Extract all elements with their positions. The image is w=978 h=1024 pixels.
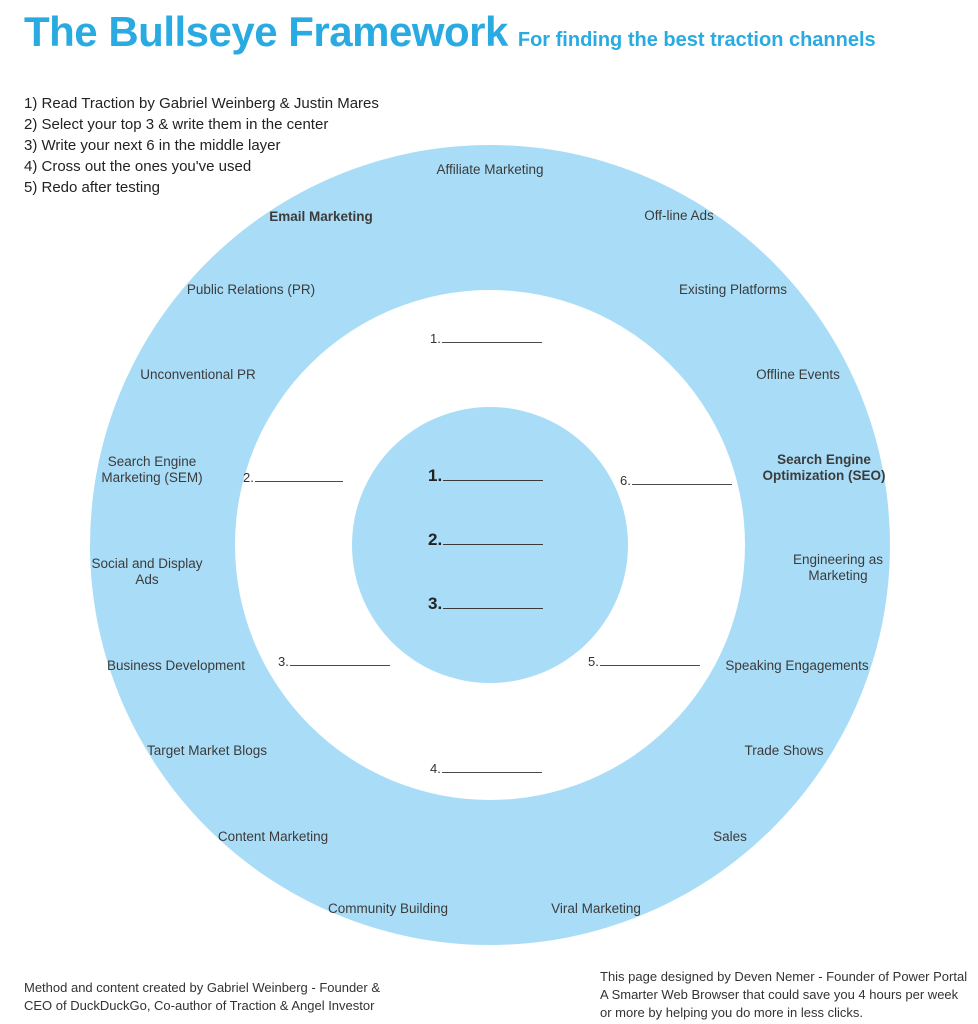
blank-number: 3. <box>278 654 289 669</box>
channel-offline-events: Offline Events <box>756 367 840 382</box>
blank-line <box>443 532 544 545</box>
ring-blank-5: 5. <box>588 654 700 669</box>
instructions-list: 1) Read Traction by Gabriel Weinberg & J… <box>24 93 379 198</box>
instruction-item-2: 2) Select your top 3 & write them in the… <box>24 116 329 133</box>
blank-number: 2. <box>243 470 254 485</box>
page-header: The Bullseye Framework For finding the b… <box>24 8 876 56</box>
channel-engineering-as-marketing: Engineering as Marketing <box>792 552 884 583</box>
credit-page-designer: This page designed by Deven Nemer - Foun… <box>600 969 968 1020</box>
center-blank-2: 2. <box>428 530 544 550</box>
channel-target-market-blogs: Target Market Blogs <box>146 743 268 758</box>
blank-number: 3. <box>428 594 443 613</box>
channel-existing-platforms: Existing Platforms <box>678 282 788 297</box>
center-blank-3: 3. <box>428 594 544 614</box>
channel-public-relations: Public Relations (PR) <box>186 282 316 297</box>
blank-line <box>289 654 390 666</box>
center-blank-1: 1. <box>428 466 544 486</box>
channel-trade-shows: Trade Shows <box>744 743 824 758</box>
channel-community-building: Community Building <box>327 901 449 916</box>
blank-line <box>441 331 542 343</box>
channel-sales: Sales <box>713 829 747 844</box>
ring-blank-1: 1. <box>430 331 542 346</box>
page-subtitle: For finding the best traction channels <box>517 29 876 51</box>
blank-number: 4. <box>430 761 441 776</box>
blank-number: 6. <box>620 473 631 488</box>
blank-line <box>254 470 343 482</box>
blank-number: 5. <box>588 654 599 669</box>
instruction-item-3: 3) Write your next 6 in the middle layer <box>24 137 281 154</box>
channel-email-marketing: Email Marketing <box>269 209 373 224</box>
channel-seo: Search Engine Optimization (SEO) <box>762 452 886 483</box>
channel-sem: Search Engine Marketing (SEM) <box>101 454 203 485</box>
ring-blank-3: 3. <box>278 654 390 669</box>
blank-number: 2. <box>428 530 443 549</box>
page-title: The Bullseye Framework <box>24 8 508 55</box>
blank-number: 1. <box>428 466 443 485</box>
channel-offline-ads: Off-line Ads <box>644 208 714 223</box>
channel-viral-marketing: Viral Marketing <box>551 901 641 916</box>
blank-line <box>441 761 542 773</box>
ring-blank-6: 6. <box>620 473 732 488</box>
blank-line <box>631 473 732 485</box>
credit-method-author: Method and content created by Gabriel We… <box>24 980 381 1013</box>
instruction-item-1: 1) Read Traction by Gabriel Weinberg & J… <box>24 95 379 112</box>
instruction-item-4: 4) Cross out the ones you've used <box>24 158 252 175</box>
channel-affiliate-marketing: Affiliate Marketing <box>436 162 544 177</box>
channel-business-development: Business Development <box>106 658 246 673</box>
blank-line <box>443 596 544 609</box>
ring-blank-4: 4. <box>430 761 542 776</box>
instruction-item-5: 5) Redo after testing <box>24 179 160 196</box>
channel-speaking-engagements: Speaking Engagements <box>725 658 869 673</box>
channel-content-marketing: Content Marketing <box>217 829 329 844</box>
blank-line <box>599 654 700 666</box>
channel-unconventional-pr: Unconventional PR <box>140 367 256 382</box>
channel-social-display-ads: Social and Display Ads <box>91 556 203 587</box>
bullseye-center-circle <box>352 407 628 683</box>
blank-number: 1. <box>430 331 441 346</box>
blank-line <box>443 468 544 481</box>
ring-blank-2: 2. <box>243 470 343 485</box>
